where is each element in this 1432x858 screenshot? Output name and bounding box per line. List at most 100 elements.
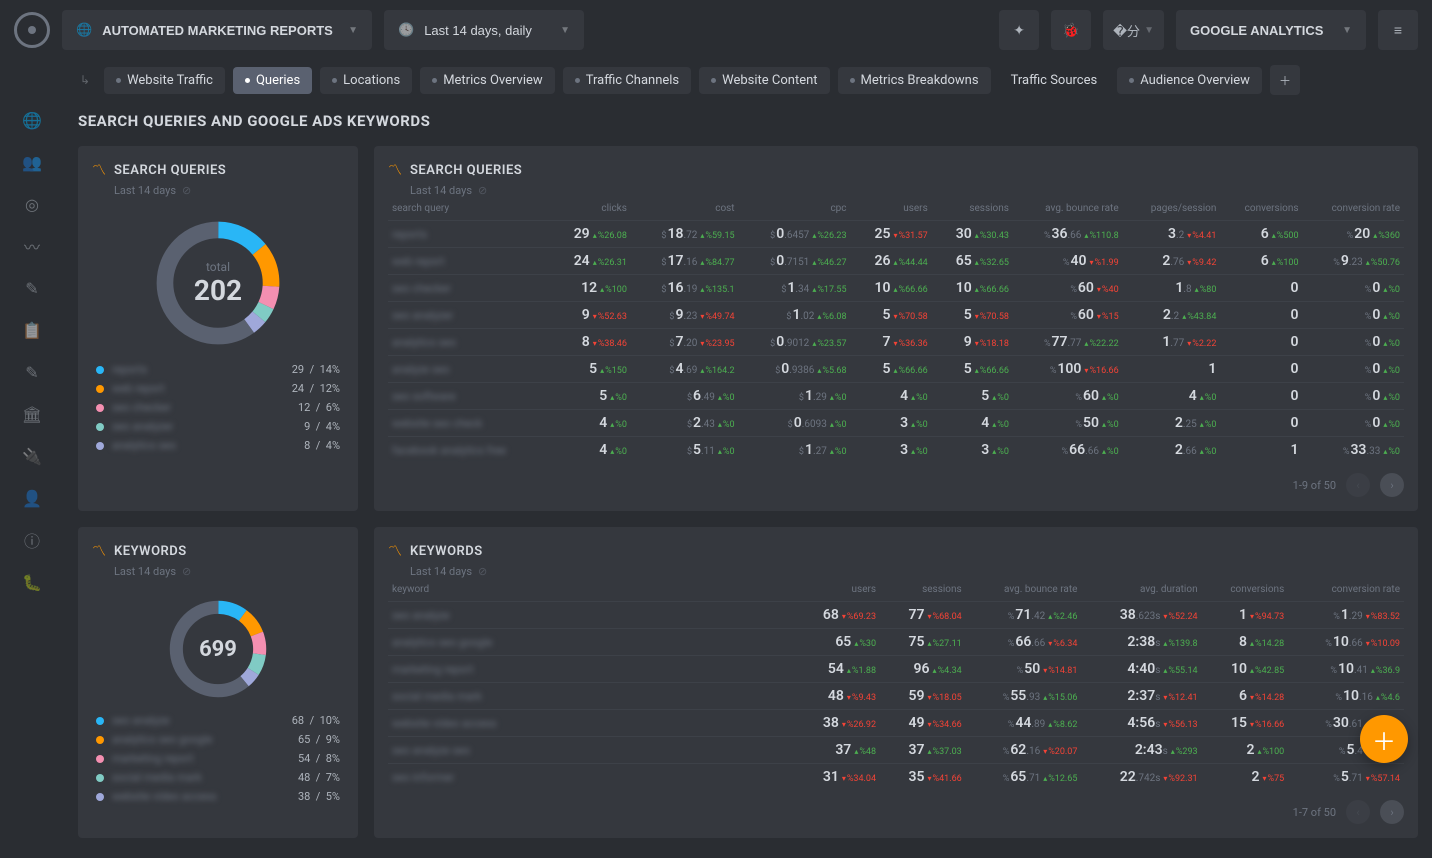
table-row[interactable]: seo analyzer9▾%52.63$9.23▾%49.74$1.02▴%6… (388, 302, 1404, 329)
sidebar-pen-icon[interactable]: ✎ (22, 278, 42, 298)
sidebar-info-icon[interactable]: ⓘ (22, 530, 42, 550)
table-row[interactable]: web report24▴%26.31$17.16▴%84.77$0.7151▴… (388, 248, 1404, 275)
col-header[interactable]: clicks (550, 197, 631, 221)
sidebar-plug-icon[interactable]: 🔌 (22, 446, 42, 466)
table-row[interactable]: seo analyze68▾%69.2377▾%68.04%71.42▴%2.4… (388, 602, 1404, 629)
connector-dropdown[interactable]: GOOGLE ANALYTICS ▼ (1176, 10, 1366, 50)
table-row[interactable]: facebook analytics free4▴%0$5.11▴%0$1.27… (388, 437, 1404, 464)
sidebar-wand-icon[interactable]: ✎ (22, 362, 42, 382)
bug-button[interactable]: 🐞 (1051, 10, 1091, 50)
sidebar-target-icon[interactable]: ◎ (22, 194, 42, 214)
sidebar-bank-icon[interactable]: 🏛 (22, 404, 42, 424)
trend-icon: 〽 (92, 160, 106, 180)
cell-duration: 4:56s▾%56.13 (1081, 710, 1201, 737)
cell-pps: 2.66▴%0 (1123, 437, 1221, 464)
page-next-button[interactable]: › (1380, 800, 1404, 824)
table-row[interactable]: website seo check4▴%0$2.43▴%0$0.6093▴%03… (388, 410, 1404, 437)
col-header[interactable]: avg. duration (1081, 578, 1201, 602)
table-row[interactable]: website video access38▾%26.9249▾%34.66%4… (388, 710, 1404, 737)
table-row[interactable]: seo checker12▴%100$16.19▴%135.1$1.34▴%17… (388, 275, 1404, 302)
cell-bounce: %40▾%1.99 (1013, 248, 1123, 275)
sidebar-clipboard-icon[interactable]: 📋 (22, 320, 42, 340)
table-row[interactable]: analytics seo8▾%38.46$7.20▾%23.95$0.9012… (388, 329, 1404, 356)
app-logo[interactable] (14, 12, 50, 48)
cell-conv: 1▾%94.73 (1202, 602, 1289, 629)
tab-queries[interactable]: Queries (233, 67, 312, 94)
legend-item: seo analyze68 / 10% (96, 714, 340, 727)
sidebar-people-icon[interactable]: 👥 (22, 152, 42, 172)
cell-conv: 6▾%14.28 (1202, 683, 1289, 710)
cell-users: 48▾%9.43 (794, 683, 880, 710)
cell-pps: 2.25▴%0 (1123, 410, 1221, 437)
col-header[interactable]: sessions (932, 197, 1013, 221)
col-header[interactable]: avg. bounce rate (1013, 197, 1123, 221)
table-row[interactable]: social media mark48▾%9.4359▾%18.05%55.93… (388, 683, 1404, 710)
col-header[interactable]: conversions (1202, 578, 1289, 602)
workspace-dropdown[interactable]: 🌐 AUTOMATED MARKETING REPORTS ▼ (62, 10, 372, 50)
tab-label: Website Traffic (127, 73, 213, 88)
col-header[interactable]: avg. bounce rate (966, 578, 1082, 602)
col-header[interactable]: cpc (739, 197, 851, 221)
cell-query: analyze seo (388, 356, 550, 383)
table-row[interactable]: reports29▴%26.08$18.72▴%59.15$0.6457▴%26… (388, 221, 1404, 248)
table-row[interactable]: analyze seo5▴%150$4.69▴%164.2$0.9386▴%5.… (388, 356, 1404, 383)
cell-conv: 2▾%75 (1202, 764, 1289, 791)
cell-query: web report (388, 248, 550, 275)
return-icon: ↳ (80, 73, 90, 87)
queries-table: search queryclickscostcpcuserssessionsav… (388, 197, 1404, 463)
col-header[interactable]: pages/session (1123, 197, 1221, 221)
cell-cr: %0▴%0 (1303, 329, 1404, 356)
tab-website-traffic[interactable]: Website Traffic (104, 67, 225, 94)
col-header[interactable]: conversions (1220, 197, 1302, 221)
sidebar-user-icon[interactable]: 👤 (22, 488, 42, 508)
tab-metrics-overview[interactable]: Metrics Overview (420, 67, 555, 94)
tabbar: ↳ Website Traffic Queries Locations Metrics… (0, 60, 1432, 100)
add-tab-button[interactable]: ＋ (1270, 65, 1300, 95)
sidebar-debug-icon[interactable]: 🐛 (22, 572, 42, 592)
cell-bounce: %50▾%14.81 (966, 656, 1082, 683)
table-row[interactable]: seo analyze seo37▴%4837▴%37.03%62.16▾%20… (388, 737, 1404, 764)
sidebar-chart-icon[interactable]: 〰 (22, 236, 42, 256)
legend-dot-icon (96, 442, 104, 450)
page-next-button[interactable]: › (1380, 473, 1404, 497)
cell-keyword: social media mark (388, 683, 794, 710)
cell-clicks: 4▴%0 (550, 437, 631, 464)
cell-pps: 4▴%0 (1123, 383, 1221, 410)
menu-button[interactable]: ≡ (1378, 10, 1418, 50)
table-row[interactable]: seo software5▴%0$6.49▴%0$1.29▴%04▴%05▴%0… (388, 383, 1404, 410)
col-header[interactable]: search query (388, 197, 550, 221)
fab-add-button[interactable]: ＋ (1360, 715, 1408, 763)
cell-cr: %20▴%360 (1303, 221, 1404, 248)
col-header[interactable]: users (851, 197, 932, 221)
daterange-dropdown[interactable]: 🕓 Last 14 days, daily ▼ (384, 10, 584, 50)
col-header[interactable]: sessions (880, 578, 966, 602)
legend-value: 29 / 14% (292, 363, 340, 376)
cell-query: seo checker (388, 275, 550, 302)
cell-bounce: %62.16▾%20.07 (966, 737, 1082, 764)
col-header[interactable]: cost (631, 197, 739, 221)
tab-audience-overview[interactable]: Audience Overview (1117, 67, 1262, 94)
col-header[interactable]: conversion rate (1288, 578, 1404, 602)
tab-website-content[interactable]: Website Content (699, 67, 829, 94)
spark-button[interactable]: ✦ (999, 10, 1039, 50)
tab-locations[interactable]: Locations (320, 67, 412, 94)
col-header[interactable]: users (794, 578, 880, 602)
table-row[interactable]: marketing report54▴%1.8896▴%4.34%50▾%14.… (388, 656, 1404, 683)
cell-cpc: $1.02▴%6.08 (739, 302, 851, 329)
tab-metrics-breakdowns[interactable]: Metrics Breakdowns (838, 67, 991, 94)
col-header[interactable]: keyword (388, 578, 794, 602)
tab-traffic-channels[interactable]: Traffic Channels (563, 67, 691, 94)
topbar: 🌐 AUTOMATED MARKETING REPORTS ▼ 🕓 Last 1… (0, 0, 1432, 60)
legend-value: 38 / 5% (298, 790, 340, 803)
sidebar-globe-icon[interactable]: 🌐 (22, 110, 42, 130)
cell-cost: $5.11▴%0 (631, 437, 739, 464)
table-row[interactable]: analytics seo google65▴%3075▴%27.11%66.6… (388, 629, 1404, 656)
legend-label: social media mark (112, 771, 290, 784)
share-dropdown[interactable]: �分 ▼ (1103, 10, 1164, 50)
col-header[interactable]: conversion rate (1303, 197, 1404, 221)
cell-cr: %10.16▴%4.6 (1288, 683, 1404, 710)
table-row[interactable]: seo informer31▾%34.0435▾%41.66%65.71▴%12… (388, 764, 1404, 791)
cell-query: seo analyzer (388, 302, 550, 329)
cell-sessions: 5▴%66.66 (932, 356, 1013, 383)
tab-traffic-sources[interactable]: Traffic Sources (999, 67, 1110, 94)
